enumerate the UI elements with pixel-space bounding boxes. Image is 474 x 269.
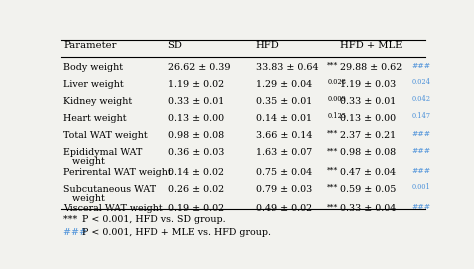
Text: ***: *** bbox=[328, 62, 338, 70]
Text: ***: *** bbox=[328, 147, 338, 155]
Text: Perirental WAT weight: Perirental WAT weight bbox=[63, 168, 172, 176]
Text: ###: ### bbox=[63, 228, 93, 237]
Text: ###: ### bbox=[412, 203, 431, 211]
Text: ***: *** bbox=[328, 130, 338, 138]
Text: 1.19 ± 0.02: 1.19 ± 0.02 bbox=[168, 80, 224, 89]
Text: 0.009: 0.009 bbox=[328, 95, 346, 103]
Text: 0.33 ± 0.04: 0.33 ± 0.04 bbox=[340, 204, 397, 214]
Text: 29.88 ± 0.62: 29.88 ± 0.62 bbox=[340, 63, 402, 72]
Text: 3.66 ± 0.14: 3.66 ± 0.14 bbox=[256, 131, 312, 140]
Text: ###: ### bbox=[412, 167, 431, 175]
Text: 0.36 ± 0.03: 0.36 ± 0.03 bbox=[168, 148, 224, 157]
Text: 0.028: 0.028 bbox=[328, 78, 346, 86]
Text: 0.042: 0.042 bbox=[412, 95, 431, 103]
Text: 0.13 ± 0.00: 0.13 ± 0.00 bbox=[340, 114, 396, 123]
Text: 0.19 ± 0.02: 0.19 ± 0.02 bbox=[168, 204, 224, 214]
Text: 2.37 ± 0.21: 2.37 ± 0.21 bbox=[340, 131, 396, 140]
Text: 0.024: 0.024 bbox=[412, 78, 431, 86]
Text: weight: weight bbox=[63, 194, 105, 203]
Text: Heart weight: Heart weight bbox=[63, 114, 127, 123]
Text: 1.29 ± 0.04: 1.29 ± 0.04 bbox=[256, 80, 312, 89]
Text: 0.14 ± 0.02: 0.14 ± 0.02 bbox=[168, 168, 224, 176]
Text: 0.13 ± 0.00: 0.13 ± 0.00 bbox=[168, 114, 224, 123]
Text: 33.83 ± 0.64: 33.83 ± 0.64 bbox=[256, 63, 318, 72]
Text: Visceral WAT weight: Visceral WAT weight bbox=[63, 204, 163, 214]
Text: 0.98 ± 0.08: 0.98 ± 0.08 bbox=[168, 131, 224, 140]
Text: 0.14 ± 0.01: 0.14 ± 0.01 bbox=[256, 114, 312, 123]
Text: 26.62 ± 0.39: 26.62 ± 0.39 bbox=[168, 63, 230, 72]
Text: 0.26 ± 0.02: 0.26 ± 0.02 bbox=[168, 185, 224, 194]
Text: HFD + MLE: HFD + MLE bbox=[340, 41, 402, 50]
Text: Parameter: Parameter bbox=[63, 41, 117, 50]
Text: 0.001: 0.001 bbox=[412, 183, 431, 191]
Text: Epididymal WAT: Epididymal WAT bbox=[63, 148, 142, 157]
Text: ###: ### bbox=[412, 62, 431, 70]
Text: 0.33 ± 0.01: 0.33 ± 0.01 bbox=[340, 97, 397, 106]
Text: 0.33 ± 0.01: 0.33 ± 0.01 bbox=[168, 97, 224, 106]
Text: 0.47 ± 0.04: 0.47 ± 0.04 bbox=[340, 168, 396, 176]
Text: ***: *** bbox=[328, 167, 338, 175]
Text: ***: *** bbox=[328, 203, 338, 211]
Text: ***: *** bbox=[63, 215, 83, 224]
Text: 0.125: 0.125 bbox=[328, 112, 346, 120]
Text: ###: ### bbox=[412, 130, 431, 138]
Text: P < 0.001, HFD + MLE vs. HFD group.: P < 0.001, HFD + MLE vs. HFD group. bbox=[82, 228, 271, 237]
Text: Liver weight: Liver weight bbox=[63, 80, 124, 89]
Text: Kidney weight: Kidney weight bbox=[63, 97, 132, 106]
Text: Subcutaneous WAT: Subcutaneous WAT bbox=[63, 185, 156, 194]
Text: 1.19 ± 0.03: 1.19 ± 0.03 bbox=[340, 80, 397, 89]
Text: SD: SD bbox=[168, 41, 182, 50]
Text: ###: ### bbox=[412, 147, 431, 155]
Text: ***: *** bbox=[328, 184, 338, 192]
Text: 0.35 ± 0.01: 0.35 ± 0.01 bbox=[256, 97, 312, 106]
Text: HFD: HFD bbox=[256, 41, 280, 50]
Text: 0.147: 0.147 bbox=[412, 112, 431, 120]
Text: 1.63 ± 0.07: 1.63 ± 0.07 bbox=[256, 148, 312, 157]
Text: 0.75 ± 0.04: 0.75 ± 0.04 bbox=[256, 168, 312, 176]
Text: 0.79 ± 0.03: 0.79 ± 0.03 bbox=[256, 185, 312, 194]
Text: 0.49 ± 0.02: 0.49 ± 0.02 bbox=[256, 204, 312, 214]
Text: weight: weight bbox=[63, 157, 105, 166]
Text: 0.59 ± 0.05: 0.59 ± 0.05 bbox=[340, 185, 397, 194]
Text: Total WAT weight: Total WAT weight bbox=[63, 131, 147, 140]
Text: Body weight: Body weight bbox=[63, 63, 123, 72]
Text: 0.98 ± 0.08: 0.98 ± 0.08 bbox=[340, 148, 396, 157]
Text: P < 0.001, HFD vs. SD group.: P < 0.001, HFD vs. SD group. bbox=[82, 215, 226, 224]
